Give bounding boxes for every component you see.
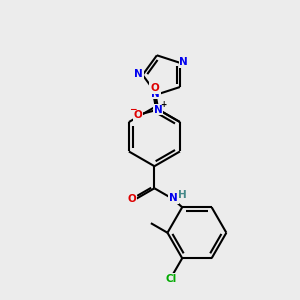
Text: N: N: [134, 69, 143, 79]
Text: O: O: [150, 83, 159, 93]
Text: H: H: [178, 190, 187, 200]
Text: N: N: [169, 193, 178, 203]
Text: N: N: [154, 104, 163, 115]
Text: N: N: [151, 88, 160, 99]
Text: O: O: [128, 194, 136, 204]
Text: Cl: Cl: [165, 274, 176, 284]
Text: N: N: [179, 57, 188, 67]
Text: −: −: [129, 106, 136, 115]
Text: +: +: [160, 100, 167, 109]
Text: O: O: [134, 110, 142, 120]
